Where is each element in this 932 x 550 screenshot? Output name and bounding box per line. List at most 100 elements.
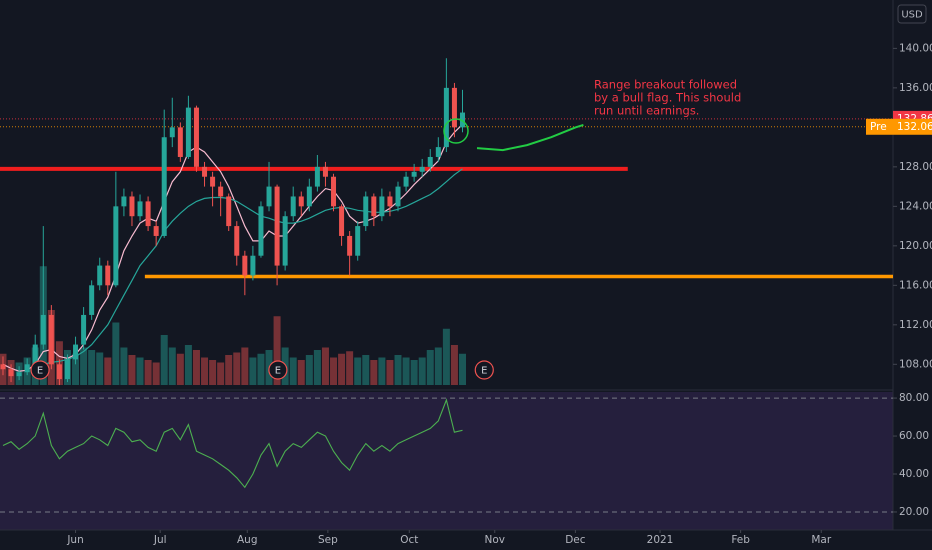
candle-body: [290, 196, 296, 217]
volume-bar: [394, 355, 402, 385]
earnings-marker: [268, 360, 288, 380]
candle-body: [443, 87, 449, 148]
rsi-y-tick-label: 80.00: [899, 392, 929, 404]
candle-body: [185, 107, 191, 157]
x-tick-label: Jul: [153, 534, 167, 546]
volume-bar: [330, 357, 338, 385]
candle-body: [161, 137, 167, 236]
volume-bar: [426, 350, 434, 385]
x-tick-label: Dec: [565, 534, 586, 546]
volume-bar: [418, 357, 426, 385]
volume-bar: [192, 350, 200, 385]
volume-bar: [168, 347, 176, 385]
candle-body: [411, 171, 417, 177]
forecast-curve: [476, 123, 584, 152]
volume-bar: [144, 360, 152, 385]
pre-price-label: 132.06: [897, 121, 932, 133]
candle-body: [169, 127, 175, 138]
candle-body: [32, 344, 38, 365]
candle-body: [371, 196, 377, 217]
candle-body: [89, 285, 95, 315]
y-tick-label: 108.00: [899, 358, 932, 370]
candle-body: [322, 166, 328, 177]
candle-body: [419, 166, 425, 172]
annotation: Range breakout followed: [594, 78, 737, 92]
earnings-marker: [30, 360, 50, 380]
candle-body: [64, 359, 70, 380]
volume-bar: [120, 347, 128, 385]
y-tick-label: 124.00: [899, 200, 932, 212]
x-tick-label: Mar: [811, 534, 831, 546]
rsi-y-tick-label: 20.00: [899, 506, 929, 518]
volume-bar: [209, 360, 217, 385]
candle-body: [298, 196, 304, 207]
volume-bar: [273, 316, 281, 385]
volume-bar: [96, 352, 104, 385]
pre-price-tag-text: Pre: [870, 121, 887, 133]
candle-body: [306, 186, 312, 207]
earnings-label: E: [37, 366, 43, 377]
volume-bar: [313, 350, 321, 385]
candle-body: [56, 364, 62, 380]
earnings-label: E: [275, 366, 281, 377]
volume-bar: [338, 353, 346, 385]
volume-bar: [297, 360, 305, 385]
rsi-line: [2, 398, 463, 489]
candle-body: [145, 201, 151, 227]
earnings-marker: [474, 360, 494, 380]
volume-bar: [249, 357, 257, 385]
candle-body: [460, 112, 466, 128]
y-tick-label: 116.00: [899, 279, 932, 291]
earnings-label: E: [481, 366, 487, 377]
candle-body: [266, 186, 272, 207]
volume-bar: [459, 353, 467, 385]
candle-body: [97, 265, 103, 286]
annotation: run until earnings.: [594, 104, 699, 118]
volume-bar: [362, 355, 370, 385]
candle-body: [242, 255, 248, 276]
currency: USD: [901, 10, 923, 21]
candle-body: [331, 176, 337, 207]
volume-bar: [152, 362, 160, 385]
candle-body: [177, 127, 183, 157]
candle-body: [81, 314, 87, 345]
candle-body: [395, 186, 401, 207]
candle-body: [403, 176, 409, 187]
candle-body: [451, 87, 457, 128]
volume-bar: [386, 360, 394, 385]
volume-bar: [321, 347, 329, 385]
candle-body: [282, 216, 288, 266]
moving-average: [2, 123, 463, 372]
volume-bar: [289, 357, 297, 385]
candle-body: [40, 314, 46, 345]
candle-body: [435, 147, 441, 157]
volume-bar: [450, 345, 458, 385]
volume-bar: [72, 353, 80, 385]
candle-body: [113, 206, 119, 286]
currency-box[interactable]: [897, 4, 927, 24]
rsi-pane: [0, 392, 893, 530]
rsi-y-tick-label: 60.00: [899, 430, 929, 442]
candle-body: [193, 107, 199, 167]
candle-body: [121, 196, 127, 207]
y-tick-label: 140.00: [899, 42, 932, 54]
candle-body: [129, 196, 135, 217]
y-tick-label: 112.00: [899, 319, 932, 331]
y-tick-label: 120.00: [899, 240, 932, 252]
volume-bar: [442, 328, 450, 385]
volume-bar: [160, 335, 168, 385]
candle-body: [73, 344, 79, 360]
moving-average: [34, 168, 463, 370]
volume-bar: [104, 357, 112, 385]
volume-bar: [88, 350, 96, 385]
y-tick-label: 136.00: [899, 82, 932, 94]
volume-bar: [136, 357, 144, 385]
candle-body: [379, 196, 385, 217]
candle-body: [202, 166, 208, 177]
plot: 108.00 112.00 116.00 120.00 124.00 128.00 132.…: [0, 42, 932, 546]
volume-bar: [112, 322, 120, 385]
candle-body: [105, 265, 111, 286]
volume-bar: [410, 360, 418, 385]
candle-body: [0, 364, 6, 370]
